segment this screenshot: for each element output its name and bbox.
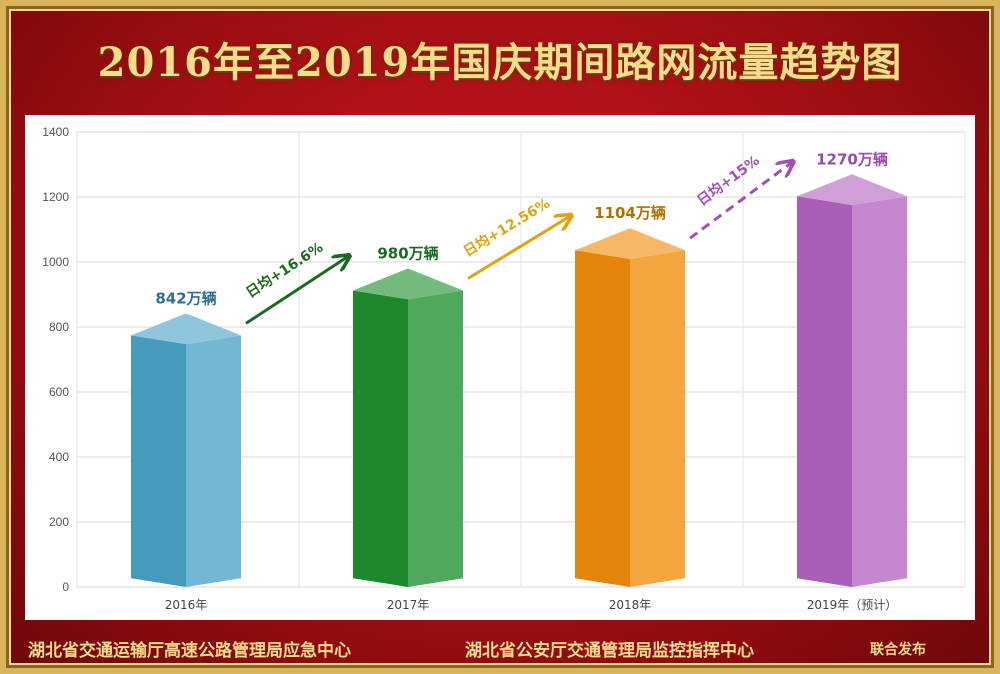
bar-right-face — [186, 335, 241, 587]
bar-right-face — [408, 290, 463, 587]
bar-right-face — [630, 250, 685, 587]
footer-joint-release: 联合发布 — [870, 642, 926, 658]
bar-top-face — [131, 313, 241, 345]
x-tick-label: 2016年 — [165, 598, 208, 612]
bar-4 — [797, 174, 907, 587]
growth-annotation-label: 日均+12.56% — [460, 195, 553, 261]
bar-chart: 0 200 400 600 800 1000 1200 1400 842万辆 2016年 980万辆… — [42, 125, 966, 612]
bar-value-label: 842万辆 — [155, 289, 216, 307]
x-tick-label: 2017年 — [387, 598, 430, 612]
y-tick-label: 800 — [49, 320, 69, 334]
growth-annotation-label: 日均+16.6% — [243, 239, 326, 302]
bar-value-label: 980万辆 — [377, 245, 438, 263]
footer: 湖北省交通运输厅高速公路管理局应急中心 湖北省公安厅交通管理局监控指挥中心 联合… — [0, 632, 1000, 662]
footer-org-police: 湖北省公安厅交通管理局监控指挥中心 — [465, 641, 754, 661]
growth-arrow — [689, 162, 792, 240]
y-tick-label: 1400 — [42, 125, 69, 139]
y-tick-label: 1000 — [42, 255, 69, 269]
bar-2 — [353, 268, 463, 587]
y-tick-label: 0 — [62, 580, 69, 594]
y-tick-label: 200 — [49, 515, 69, 529]
footer-org-highway: 湖北省交通运输厅高速公路管理局应急中心 — [28, 641, 351, 661]
growth-arrow — [245, 257, 348, 325]
chart-title: 2016年至2019年国庆期间路网流量趋势图 — [97, 39, 903, 86]
x-tick-label: 2019年（预计） — [807, 598, 898, 612]
bar-left-face — [797, 196, 852, 587]
y-tick-label: 400 — [49, 450, 69, 464]
bar-left-face — [131, 335, 186, 587]
bar-right-face — [852, 196, 907, 587]
y-tick-label: 600 — [49, 385, 69, 399]
bar-top-face — [797, 174, 907, 206]
bar-3 — [575, 228, 685, 587]
growth-arrow — [467, 216, 570, 280]
x-tick-label: 2018年 — [609, 598, 652, 612]
bar-value-label: 1270万辆 — [816, 150, 888, 168]
chart-panel: 0 200 400 600 800 1000 1200 1400 842万辆 2016年 980万辆… — [25, 115, 975, 620]
bar-top-face — [575, 228, 685, 259]
growth-annotation-label: 日均+15% — [694, 152, 763, 209]
bar-left-face — [353, 290, 408, 587]
y-tick-label: 1200 — [42, 190, 69, 204]
bar-top-face — [353, 268, 463, 300]
bar-left-face — [575, 250, 630, 587]
bar-1 — [131, 313, 241, 587]
bar-value-label: 1104万辆 — [594, 204, 666, 222]
